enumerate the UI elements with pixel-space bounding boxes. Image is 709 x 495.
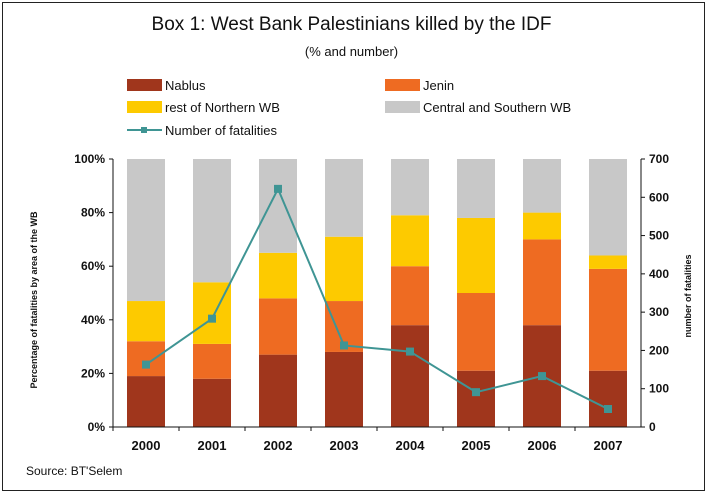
bar-2000-series-2 [127,301,165,342]
bar-2007-series-3 [589,159,627,256]
bar-2005-series-2 [457,217,495,293]
y-tick-label-0: 0% [88,420,106,434]
x-tick-label-2007: 2007 [594,438,623,453]
fatalities-point-2007 [604,405,612,414]
y2-tick-label-0: 0 [649,420,656,434]
bar-2006-series-3 [523,159,561,213]
chart-subtitle: (% and number) [304,44,399,59]
bar-2001-series-1 [193,343,231,379]
x-tick-label-2003: 2003 [330,438,359,453]
x-tick-label-2004: 2004 [396,438,426,453]
bar-2000-series-3 [127,159,165,302]
y2-tick-label-5: 500 [649,229,669,243]
bar-2002-series-2 [259,252,297,299]
bar-2004-series-0 [391,325,429,427]
fatalities-point-2006 [538,372,546,381]
bar-2007-series-0 [589,370,627,427]
bar-2003-series-0 [325,351,363,427]
bar-2007-series-1 [589,268,627,371]
bar-2000-series-0 [127,376,165,427]
x-tick-label-2006: 2006 [528,438,557,453]
legend-swatch-1 [385,79,420,91]
legend-label-line: Number of fatalities [165,123,277,138]
legend-label-1: Jenin [423,78,454,93]
y-axis-label: Percentage of fatalities by area of the … [29,211,39,389]
fatalities-point-2003 [340,341,348,350]
x-tick-label-2001: 2001 [198,438,227,453]
bar-2004-series-1 [391,266,429,326]
fatalities-point-2004 [406,347,414,356]
fatalities-point-2000 [142,360,150,369]
bar-2006-series-2 [523,212,561,240]
x-tick-label-2002: 2002 [264,438,293,453]
y2-tick-label-7: 700 [649,152,669,166]
legend-line-marker [141,127,147,133]
x-tick-label-2000: 2000 [132,438,161,453]
bar-2005-series-3 [457,159,495,218]
y2-tick-label-2: 200 [649,343,669,357]
legend-label-3: Central and Southern WB [423,100,571,115]
bar-2002-series-3 [259,159,297,253]
bar-2004-series-2 [391,215,429,267]
bar-2001-series-3 [193,159,231,283]
y-tick-label-4: 80% [81,206,105,220]
legend-label-2: rest of Northern WB [165,100,280,115]
bar-2001-series-0 [193,378,231,427]
bar-2002-series-1 [259,298,297,355]
legend-swatch-3 [385,101,420,113]
bar-2000-series-1 [127,341,165,377]
y2-tick-label-3: 300 [649,305,669,319]
bar-2007-series-2 [589,255,627,269]
bar-2005-series-1 [457,293,495,371]
bar-2002-series-0 [259,354,297,427]
y-tick-label-5: 100% [74,152,105,166]
legend-swatch-0 [127,79,162,91]
fatalities-line [145,186,609,410]
bar-2005-series-0 [457,370,495,427]
fatalities-point-2002 [274,184,282,193]
bar-2003-series-3 [325,159,363,237]
bar-2004-series-3 [391,159,429,216]
y-tick-label-3: 60% [81,259,105,273]
chart-title: Box 1: West Bank Palestinians killed by … [151,14,552,35]
y2-axis-label: number of fatalities [683,254,693,337]
y-tick-label-1: 20% [81,366,105,380]
y2-tick-label-4: 400 [649,267,669,281]
source-note: Source: BT'Selem [26,464,123,478]
y-tick-label-2: 40% [81,313,105,327]
legend-label-0: Nablus [165,78,206,93]
fatalities-point-2005 [472,388,480,397]
y2-tick-label-1: 100 [649,382,669,396]
y2-tick-label-6: 600 [649,190,669,204]
fatalities-point-2001 [208,314,216,323]
x-tick-label-2005: 2005 [462,438,491,453]
legend-swatch-2 [127,101,162,113]
bar-2003-series-2 [325,236,363,302]
bar-2006-series-1 [523,239,561,326]
